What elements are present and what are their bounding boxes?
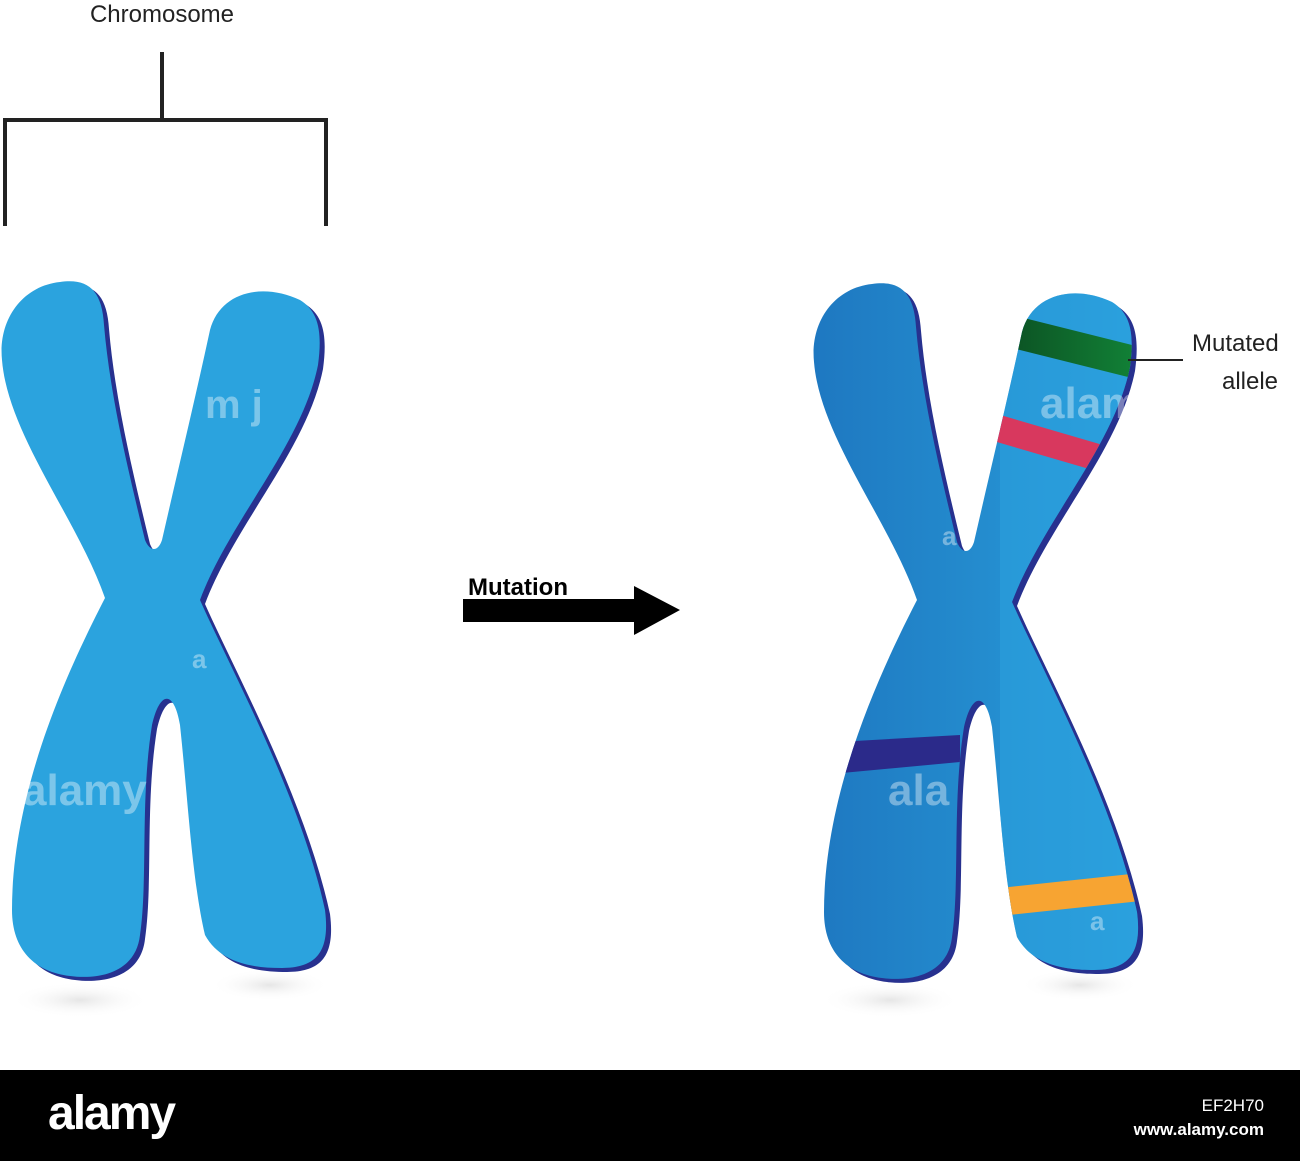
mutated-allele-label-line1: Mutated — [1192, 330, 1279, 357]
mutated-allele-label-line2: allele — [1222, 368, 1278, 395]
watermark-fragment: a — [192, 644, 207, 674]
band-indigo — [820, 735, 960, 775]
site-url: www.alamy.com — [1133, 1120, 1264, 1139]
alamy-footer-bar: alamy EF2H70 www.alamy.com — [0, 1070, 1300, 1161]
image-id: EF2H70 — [1201, 1096, 1264, 1115]
watermark-fragment: a — [1090, 906, 1105, 936]
chromosome-label: Chromosome — [90, 1, 234, 28]
band-pink — [990, 412, 1120, 478]
right-arrow-icon — [463, 586, 680, 635]
mutation-label: Mutation — [468, 574, 568, 601]
watermark-fragment: m j — [205, 383, 263, 427]
chromosome-normal — [1, 281, 332, 1018]
watermark-fragment: alam — [1040, 379, 1140, 428]
watermark-fragment: a — [942, 521, 957, 551]
bracket-icon — [3, 52, 328, 226]
band-green — [1000, 312, 1139, 385]
watermark-fragment: ala — [888, 766, 950, 815]
alamy-logo: alamy — [48, 1087, 176, 1140]
band-orange — [1000, 872, 1139, 916]
watermark-fragment: alamy — [22, 766, 147, 815]
chromosome-mutation-diagram: Chromosome Mutation Mutated allele m j a… — [1, 1, 1279, 1018]
